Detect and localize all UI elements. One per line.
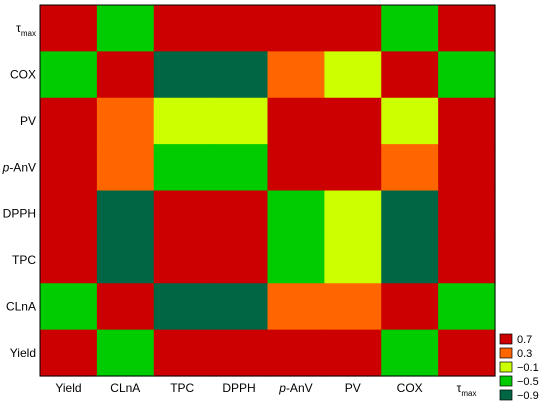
heatmap-cell-dpph-tpc [153, 190, 212, 238]
heatmap-cell-cox-cox [381, 51, 439, 99]
heatmap-cell-p-anv-tpc [153, 144, 212, 192]
legend-label-1: 0.3 [517, 348, 532, 360]
x-tick-label-dpph: DPPH [222, 381, 255, 395]
heatmap-cell-dpph-cox [381, 190, 439, 238]
heatmap-cell-cox-clna [96, 51, 155, 99]
heatmap-cell-yield-tpc [153, 329, 212, 377]
heatmap-cell-p-anv-pv [324, 144, 382, 192]
heatmap-cell-dpph-taumax [438, 190, 496, 238]
heatmap-cell-taumax-cox [381, 5, 439, 52]
heatmap-cell-clna-taumax [438, 283, 496, 331]
x-tick-label-pv: PV [345, 381, 361, 395]
y-tick-label-taumax: τmax [16, 21, 36, 38]
heatmap-cell-clna-cox [381, 283, 439, 331]
legend-swatch-3 [499, 375, 513, 387]
heatmap-cell-tpc-yield [40, 236, 98, 284]
heatmap-cell-taumax-yield [40, 5, 98, 52]
heatmap-cell-pv-yield [40, 97, 98, 145]
heatmap-cell-dpph-yield [40, 190, 98, 238]
heatmap-cell-p-anv-clna [96, 144, 155, 192]
heatmap-cell-tpc-cox [381, 236, 439, 284]
heatmap-cell-yield-clna [96, 329, 155, 377]
x-tick-label-p-anv: p-AnV [278, 381, 312, 395]
legend-swatch-4 [499, 389, 513, 401]
heatmap-cell-clna-dpph [210, 283, 269, 331]
heatmap-cell-pv-tpc [153, 97, 212, 145]
heatmap-cell-cox-tpc [153, 51, 212, 99]
heatmap-cell-taumax-pv [324, 5, 382, 52]
y-tick-label-dpph: DPPH [3, 207, 36, 221]
heatmap-cell-dpph-p-anv [267, 190, 325, 238]
y-tick-label-p-anv: p-AnV [2, 160, 36, 174]
heatmap-cell-clna-pv [324, 283, 382, 331]
heatmap-cell-tpc-taumax [438, 236, 496, 284]
legend-swatch-0 [499, 333, 513, 345]
heatmap-cell-clna-clna [96, 283, 155, 331]
heatmap-cell-taumax-dpph [210, 5, 269, 52]
heatmap-cell-taumax-taumax [438, 5, 496, 52]
heatmap-cell-taumax-p-anv [267, 5, 325, 52]
heatmap-cell-dpph-dpph [210, 190, 269, 238]
heatmap-cell-p-anv-yield [40, 144, 98, 192]
heatmap-cell-dpph-pv [324, 190, 382, 238]
heatmap-cell-taumax-clna [96, 5, 155, 52]
x-tick-label-yield: Yield [55, 381, 81, 395]
heatmap-cell-p-anv-cox [381, 144, 439, 192]
legend-label-0: 0.7 [517, 334, 532, 346]
legend-label-3: −0.5 [517, 376, 539, 388]
heatmap-cell-p-anv-dpph [210, 144, 269, 192]
color-legend: 0.7 0.3 −0.1 −0.5 −0.9 [499, 333, 539, 402]
heatmap-cell-cox-p-anv [267, 51, 325, 99]
heatmap-cell-cox-pv [324, 51, 382, 99]
heatmap-cell-pv-taumax [438, 97, 496, 145]
x-tick-label-clna: CLnA [110, 381, 140, 395]
heatmap-cell-pv-clna [96, 97, 155, 145]
heatmap-cell-yield-taumax [438, 329, 496, 377]
heatmap-cell-tpc-dpph [210, 236, 269, 284]
heatmap-cell-pv-p-anv [267, 97, 325, 145]
heatmap-cell-tpc-pv [324, 236, 382, 284]
heatmap-cell-pv-pv [324, 97, 382, 145]
heatmap-cell-pv-dpph [210, 97, 269, 145]
heatmap-cell-tpc-p-anv [267, 236, 325, 284]
heatmap-cell-yield-p-anv [267, 329, 325, 377]
y-tick-label-clna: CLnA [6, 299, 36, 313]
heatmap-cell-p-anv-taumax [438, 144, 496, 192]
heatmap-cell-cox-taumax [438, 51, 496, 99]
y-tick-label-pv: PV [20, 114, 36, 128]
y-tick-label-yield: Yield [10, 346, 36, 360]
legend-label-4: −0.9 [517, 390, 539, 402]
heatmap-cell-cox-yield [40, 51, 98, 99]
heatmap-cell-taumax-tpc [153, 5, 212, 52]
heatmap-cell-yield-pv [324, 329, 382, 377]
heatmap-cell-cox-dpph [210, 51, 269, 99]
heatmap-cell-tpc-clna [96, 236, 155, 284]
heatmap-cell-dpph-clna [96, 190, 155, 238]
heatmap-cell-p-anv-p-anv [267, 144, 325, 192]
heatmap-cell-pv-cox [381, 97, 439, 145]
heatmap-cell-yield-yield [40, 329, 98, 377]
heatmap-cells [40, 5, 496, 377]
y-tick-labels: τmax COX PV p-AnV DPPH TPC CLnA Yield [2, 21, 37, 360]
x-tick-label-cox: COX [397, 381, 423, 395]
plot-frame [39, 4, 496, 377]
heatmap-cell-clna-p-anv [267, 283, 325, 331]
heatmap-cell-clna-yield [40, 283, 98, 331]
heatmap-cell-clna-tpc [153, 283, 212, 331]
legend-swatch-1 [499, 347, 513, 359]
legend-swatch-2 [499, 361, 513, 373]
heatmap-cell-yield-dpph [210, 329, 269, 377]
x-tick-label-tpc: TPC [170, 381, 194, 395]
y-tick-label-cox: COX [10, 68, 36, 82]
y-tick-label-tpc: TPC [12, 253, 36, 267]
legend-label-2: −0.1 [517, 362, 539, 374]
heatmap-cell-tpc-tpc [153, 236, 212, 284]
x-tick-labels: Yield CLnA TPC DPPH p-AnV PV COX τmax [55, 381, 476, 398]
heatmap-cell-yield-cox [381, 329, 439, 377]
x-tick-label-taumax: τmax [457, 381, 477, 398]
